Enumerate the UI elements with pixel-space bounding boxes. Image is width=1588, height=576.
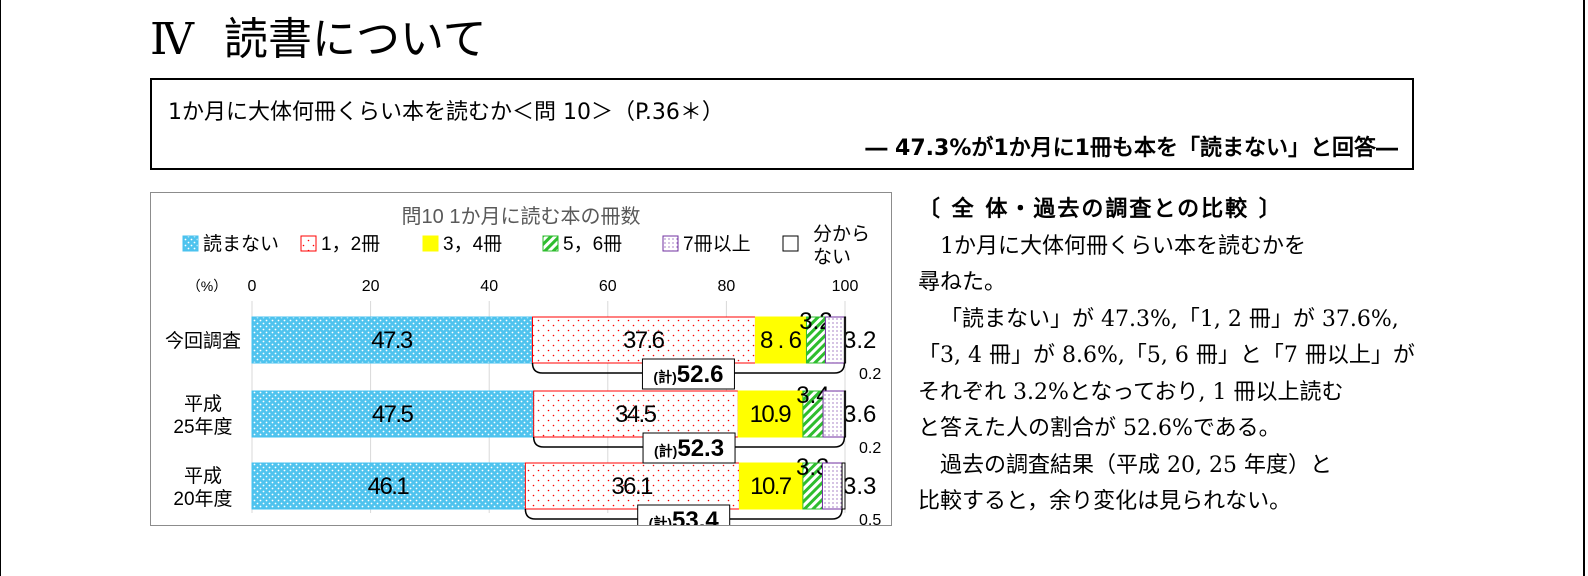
total-label: (計)52.6 [653,361,723,388]
category-label: 平成 [184,393,222,415]
x-tick-label: 0 [248,278,257,295]
bar-segment [251,390,535,438]
commentary-heading: 〔 全 体・過去の調査との比較 〕 [918,197,1283,222]
total-value: 53.4 [672,507,719,525]
bar-segment [251,316,533,364]
bar-value-label: 8.6 [760,327,802,354]
bar-segment [843,390,847,438]
legend-label-2: 1，2冊 [321,234,380,255]
bar-value-label: 0.2 [859,366,881,383]
stacked-bar-chart: 問10 1か月に読む本の冊数 読まない 1，2冊 3，4冊 5，6冊 7冊以上 分からない… [165,205,881,536]
question-box: 1か月に大体何冊くらい本を読むか＜問 10＞（P.36＊） ― 47.3%が1か… [150,78,1414,170]
legend-swatch-1 [182,235,199,252]
x-axis-ticks: 0 20 40 60 80 100 [248,278,859,295]
bar-segment [841,462,846,510]
total-value: 52.6 [677,361,724,388]
bar-value-label: 0.5 [859,512,881,525]
chart-title: 問10 1か月に読む本の冊数 [402,205,641,228]
unit-label: （%） [187,278,227,294]
bar-value-label: 0.2 [859,440,881,457]
legend-label-5: 7冊以上 [683,233,751,255]
section-heading: Ⅳ 読書について [150,14,487,66]
bar-value-label: 10.7 [750,473,792,500]
bar-value-label: 36.1 [611,473,653,500]
total-prefix: (計) [654,443,677,459]
bar-value-label: 46.1 [368,473,410,500]
bars: 47.3 37.6 8.63.23.20.247.5 34.5 10.93.43.60.… [251,308,881,529]
legend-swatch-5 [662,235,679,252]
commentary-line: 過去の調査結果（平成 20, 25 年度）と [940,452,1332,478]
bar-segment [533,390,739,438]
bar-segment [251,462,526,510]
legend-label-6a: 分から [813,223,870,245]
total-prefix: (計) [653,369,676,385]
legend-label-1: 読まない [203,233,279,255]
x-tick-label: 100 [832,278,859,295]
section-title: 読書について [223,14,487,65]
commentary-line: 「読まない」が 47.3%,「1, 2 冊」が 37.6%, [940,306,1399,332]
x-tick-label: 40 [480,278,498,295]
legend-label-6b: ない [813,247,851,268]
category-label: 20年度 [173,488,232,510]
total-box [642,432,736,464]
bar-segment [822,390,845,438]
commentary-line: 1か月に大体何冊くらい本を読むかを [940,233,1306,259]
total-prefix: (計) [649,515,672,525]
section-number: Ⅳ [150,14,194,65]
chart-panel: 問10 1か月に読む本の冊数 読まない 1，2冊 3，4冊 5，6冊 7冊以上 分から ない… [150,192,892,536]
category-label: 平成 [184,465,222,487]
commentary: 〔 全 体・過去の調査との比較 〕 1か月に大体何冊くらい本を読むかを尋ねた。「… [918,192,1438,521]
bar-value-label: 47.5 [372,401,414,428]
x-tick-label: 20 [362,278,380,295]
commentary-line: 比較すると，余り変化は見られない。 [918,489,1292,514]
bar-segment [821,462,843,510]
bar-segment [843,316,847,364]
bar-value-label: 47.3 [371,327,413,354]
category-label: 25年度 [173,416,232,438]
category-label: 今回調査 [165,330,241,352]
legend-swatch-4 [542,235,559,252]
bar-value-label: 3.2 [843,327,876,354]
bar-value-label: 10.9 [750,401,792,428]
total-label: (計)52.3 [654,435,724,462]
commentary-body: 1か月に大体何冊くらい本を読むかを尋ねた。「読まない」が 47.3%,「1, 2… [918,229,1438,521]
bar-value-label: 3.3 [843,473,876,500]
total-box [641,358,735,390]
legend-label-3: 3，4冊 [443,234,502,255]
legend-label-4: 5，6冊 [563,234,622,255]
bar-value-label: 37.6 [623,327,665,354]
legend-swatch-3 [422,235,439,252]
commentary-line: 尋ねた。 [918,270,1007,295]
commentary-line: と答えた人の割合が 52.6%である。 [918,416,1281,441]
bar-value-label: 34.5 [615,401,657,428]
page-frame-left [0,0,1,576]
bar-segment [737,390,804,438]
page-frame-right [1583,0,1585,576]
commentary-line: それぞれ 3.2%となっており, 1 冊以上読む [918,379,1344,405]
x-tick-label: 80 [718,278,736,295]
bar-value-label: 3.6 [843,401,876,428]
legend-swatch-6 [782,235,799,252]
bar-segment [524,462,740,510]
key-finding: ― 47.3%が1か月に1冊も本を「読まない」と回答― [865,136,1398,161]
commentary-line: 「3, 4 冊」が 8.6%,「5, 6 冊」と「7 冊以上」が [918,343,1415,368]
x-tick-label: 60 [599,278,617,295]
question-text: 1か月に大体何冊くらい本を読むか＜問 10＞（P.36＊） [168,100,724,125]
total-value: 52.3 [677,435,724,462]
bar-segment [824,316,845,364]
legend-swatch-2 [300,235,317,252]
